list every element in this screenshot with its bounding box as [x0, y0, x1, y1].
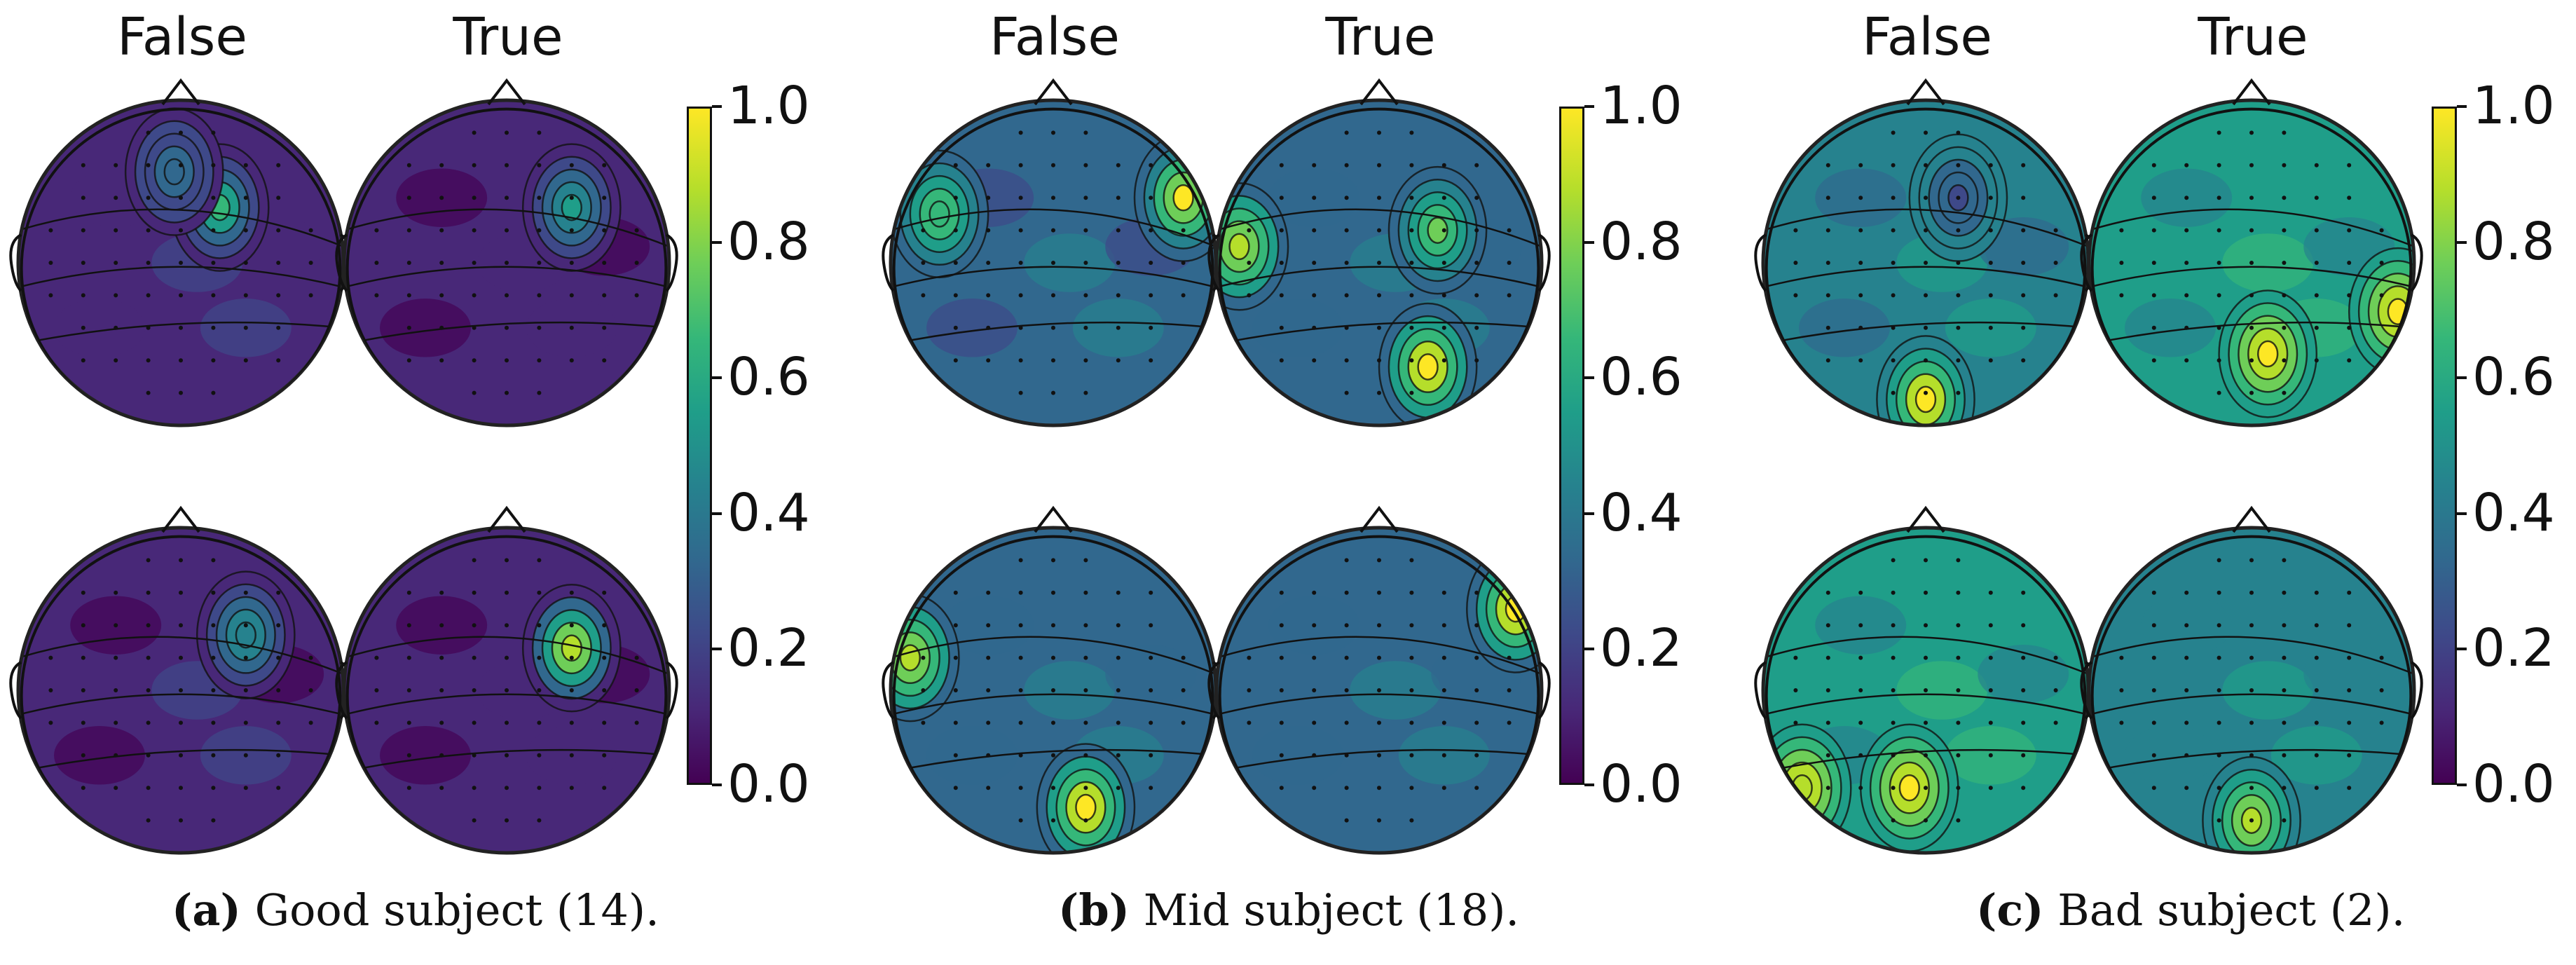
colorbar-tickmark: [1584, 783, 1594, 786]
colorbar-tick-label: 0.2: [727, 618, 810, 679]
colorbar-tickmark: [2457, 105, 2467, 108]
colorbar-tick-label: 0.6: [727, 347, 810, 408]
colorbar-tick-label: 1.0: [1600, 76, 1683, 136]
topomap-1-true: [2080, 78, 2423, 427]
topomap-grid: [1754, 78, 2423, 855]
colorbar-tick-label: 0.4: [2472, 482, 2555, 543]
topomap-1-false: [882, 78, 1225, 427]
colorbar-tickmark: [712, 105, 722, 108]
colorbar-tickmark: [1584, 376, 1594, 380]
caption-text: Good subject (14).: [254, 884, 659, 936]
caption: (a) Good subject (14).: [172, 884, 659, 936]
colorbar-tick-label: 0.2: [2472, 618, 2555, 679]
colorbar-tickmark: [712, 648, 722, 651]
colorbar-tick-label: 0.8: [1600, 211, 1683, 272]
topomap-2-true: [335, 505, 678, 855]
colorbar-tick-label: 0.8: [2472, 211, 2555, 272]
colorbar-tick-label: 0.6: [1600, 347, 1683, 408]
colorbar-tickmark: [1584, 105, 1594, 108]
col-title-true: True: [2198, 7, 2308, 67]
caption-label: (b): [1058, 884, 1130, 936]
topomap-grid: [9, 78, 678, 855]
panel-c: False True 0.0 0.2 0.4 0.6 0.8 1.0 (c) Bad su…: [1745, 0, 2576, 965]
caption-text: Bad subject (2).: [2057, 884, 2406, 936]
topomap-1-false: [9, 78, 352, 427]
colorbar: [2432, 107, 2457, 785]
panel-a: False True 0.0 0.2 0.4 0.6 0.8 1.0 (a) Good s…: [0, 0, 858, 965]
topomap-2-false: [882, 505, 1225, 855]
colorbar: [1559, 107, 1584, 785]
colorbar-tick-label: 0.4: [727, 482, 810, 543]
col-title-false: False: [1862, 7, 1992, 67]
colorbar-tick-label: 0.0: [727, 754, 810, 814]
colorbar-tickmark: [2457, 512, 2467, 515]
caption: (c) Bad subject (2).: [1976, 884, 2405, 936]
topomap-2-true: [2080, 505, 2423, 855]
topomap-2-false: [9, 505, 352, 855]
colorbar-tickmark: [1584, 512, 1594, 515]
caption-text: Mid subject (18).: [1143, 884, 1520, 936]
colorbar-tick-label: 0.6: [2472, 347, 2555, 408]
caption: (b) Mid subject (18).: [1058, 884, 1519, 936]
col-title-true: True: [453, 7, 563, 67]
topomap-1-true: [1207, 78, 1551, 427]
col-title-false: False: [989, 7, 1120, 67]
col-title-true: True: [1325, 7, 1436, 67]
col-title-false: False: [117, 7, 247, 67]
panel-b: False True 0.0 0.2 0.4 0.6 0.8 1.0 (b) Mid su…: [872, 0, 1731, 965]
colorbar-tick-label: 0.2: [1600, 618, 1683, 679]
topomap-grid: [882, 78, 1551, 855]
colorbar-tickmark: [712, 240, 722, 244]
colorbar: [687, 107, 712, 785]
colorbar-tick-label: 0.4: [1600, 482, 1683, 543]
colorbar-tickmark: [1584, 648, 1594, 651]
colorbar-tick-label: 1.0: [727, 76, 810, 136]
colorbar-tickmark: [712, 512, 722, 515]
colorbar-tick-label: 1.0: [2472, 76, 2555, 136]
colorbar-tickmark: [712, 783, 722, 786]
colorbar-tick-label: 0.0: [1600, 754, 1683, 814]
topomap-1-true: [335, 78, 678, 427]
colorbar-tick-label: 0.0: [2472, 754, 2555, 814]
topomap-2-false: [1754, 505, 2097, 855]
topomap-1-false: [1754, 78, 2097, 427]
caption-label: (a): [172, 884, 241, 936]
colorbar-tickmark: [2457, 376, 2467, 380]
colorbar-tickmark: [2457, 240, 2467, 244]
colorbar-tickmark: [1584, 240, 1594, 244]
colorbar-tickmark: [2457, 648, 2467, 651]
topomap-2-true: [1207, 505, 1551, 855]
colorbar-tickmark: [2457, 783, 2467, 786]
caption-label: (c): [1976, 884, 2044, 936]
colorbar-tick-label: 0.8: [727, 211, 810, 272]
colorbar-tickmark: [712, 376, 722, 380]
